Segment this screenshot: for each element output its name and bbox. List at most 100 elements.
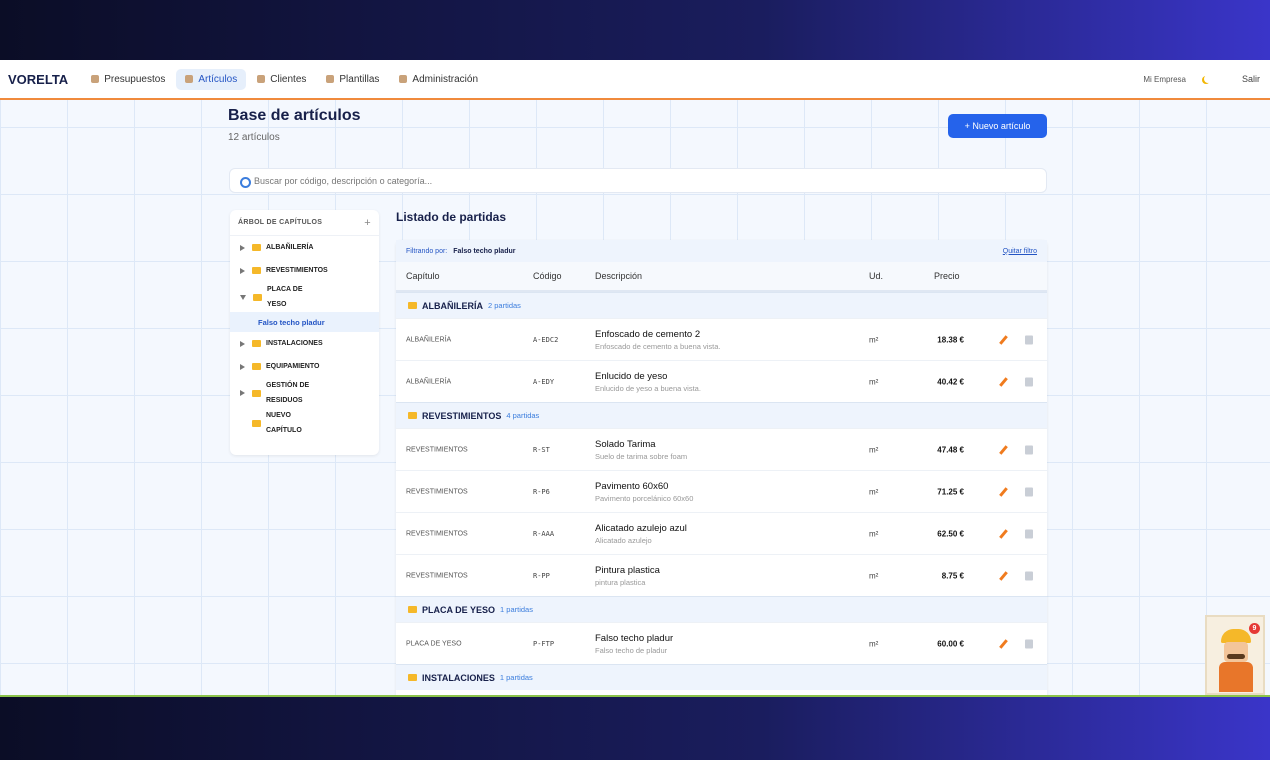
item-title: Falso techo pladur [595,632,674,644]
tree-arrow [240,244,245,251]
folder-icon [408,606,417,613]
chapter-tree: ÁRBOL DE CAPÍTULOS + ALBAÑILERÍA REVESTIMIE… [230,210,379,455]
item-desc: Alicatado azulejo [595,535,652,545]
column-header: Descripción [595,271,643,281]
tree-node[interactable]: ALBAÑILERÍA [230,236,379,259]
unit: m² [869,487,879,496]
group-row: INSTALACIONES 1 partidas [396,664,1047,690]
edit-button[interactable] [999,334,1008,345]
brand[interactable]: VORELTA [8,71,69,87]
code: R-ST [533,445,550,454]
app: VORELTA Presupuestos Artículos Clientes Plan… [0,60,1270,697]
table-header: Capítulo Código Descripción Ud. Precio [396,262,1047,292]
node-label: ALBAÑILERÍA [266,244,314,251]
chapter: REVESTIMIENTOS [406,446,468,453]
search-input[interactable]: Buscar por código, descripción o categor… [229,168,1047,193]
item-row: REVESTIMIENTOS R-ST Solado Tarima Suelo de … [396,428,1047,470]
price: 18.38 € [937,335,964,344]
group-name: INSTALACIONES [422,672,495,683]
column-header: Ud. [869,271,884,281]
logout[interactable]: Salir [1241,74,1260,84]
tree-child[interactable]: Falso techo pladur [230,312,379,332]
tree-node[interactable]: PLACA DE YESO [230,282,379,312]
node-label: NUEVO CAPÍTULO [266,412,302,434]
item-row: PLACA DE YESO P-FTP Falso techo pladur Fals… [396,622,1047,664]
nav-item[interactable]: Clientes [248,69,315,90]
group-count: 2 partidas [488,301,521,310]
folder-icon [252,244,261,251]
delete-button[interactable] [1025,445,1033,454]
group-row: REVESTIMIENTOS 4 partidas [396,402,1047,428]
item-row: REVESTIMIENTOS R-AAA Alicatado azulejo azu… [396,512,1047,554]
item-title: Enfoscado de cemento 2 [595,328,701,340]
price: 71.25 € [937,487,964,496]
group-name: ALBAÑILERÍA [422,300,483,311]
tree-arrow [240,390,245,396]
edit-button[interactable] [999,486,1008,497]
delete-button[interactable] [1025,529,1033,538]
folder-icon [408,412,417,419]
unit: m² [869,377,879,386]
tree-node[interactable]: EQUIPAMIENTO [230,355,379,378]
price: 62.50 € [937,529,964,538]
nav-item[interactable]: Plantillas [317,69,388,90]
edit-button[interactable] [999,376,1008,387]
tree-node[interactable]: NUEVO CAPÍTULO [230,408,379,438]
price: 60.00 € [937,639,964,648]
delete-button[interactable] [1025,377,1033,386]
delete-button[interactable] [1025,639,1033,648]
tree-arrow [240,363,245,370]
column-header: Precio [934,271,960,281]
assistant[interactable]: 9 [1205,615,1265,695]
folder-icon [253,293,262,301]
nav-item[interactable]: Presupuestos [82,69,174,90]
item-desc: Pavimento porcelánico 60x60 [595,493,694,503]
node-label: EQUIPAMIENTO [266,363,320,370]
folder-icon [252,419,261,427]
unit: m² [869,335,879,344]
list-title: Listado de partidas [396,210,507,224]
tree-add[interactable]: + [364,216,371,229]
tree-arrow [240,267,245,274]
node-label: PLACA DE YESO [267,286,303,308]
code: R-P6 [533,487,550,496]
items-table: Filtrando por: Falso techo pladur Quitar f… [396,240,1047,695]
group-count: 1 partidas [499,673,533,682]
folder-icon [252,267,261,274]
edit-button[interactable] [999,444,1008,455]
edit-button[interactable] [999,638,1008,649]
edit-button[interactable] [999,570,1008,581]
code: A-EDY [533,377,555,386]
delete-button[interactable] [1025,335,1033,344]
edit-button[interactable] [999,528,1008,539]
item-row: REVESTIMIENTOS R-P6 Pavimento 60x60 Pavimen… [396,470,1047,512]
code: A-EDC2 [533,335,559,344]
item-title: Pintura plastica [595,564,660,576]
group-row: PLACA DE YESO 1 partidas [396,596,1047,622]
chapter: ALBAÑILERÍA [406,378,452,385]
description: Enlucido de yeso Enlucido de yeso a buena… [595,371,701,393]
delete-button[interactable] [1025,487,1033,496]
item-count: 12 artículos [228,132,280,143]
tree-header: ÁRBOL DE CAPÍTULOS + [230,210,379,236]
face [1224,642,1248,662]
code: R-AAA [533,529,555,538]
clear-filter[interactable]: Quitar filtro [1002,247,1037,255]
tree-node[interactable]: GESTIÓN DE RESIDUOS [230,378,379,408]
new-button[interactable]: + Nuevo artículo [948,114,1047,138]
tree-node[interactable]: REVESTIMIENTOS [230,259,379,282]
badge: 9 [1249,623,1260,634]
theme-toggle[interactable] [1204,75,1212,83]
nav-item[interactable]: Artículos [176,68,247,90]
price: 47.48 € [937,445,964,454]
nav-item[interactable]: Administración [390,69,487,90]
tree-node[interactable]: INSTALACIONES [230,332,379,355]
column-header: Código [533,271,562,281]
item-desc: Suelo de tarima sobre foam [595,451,688,461]
item-title: Enlucido de yeso [595,370,668,382]
code: R-PP [533,571,550,580]
delete-button[interactable] [1025,571,1033,580]
tree-arrow [240,340,245,347]
item-title: Solado Tarima [595,438,656,450]
